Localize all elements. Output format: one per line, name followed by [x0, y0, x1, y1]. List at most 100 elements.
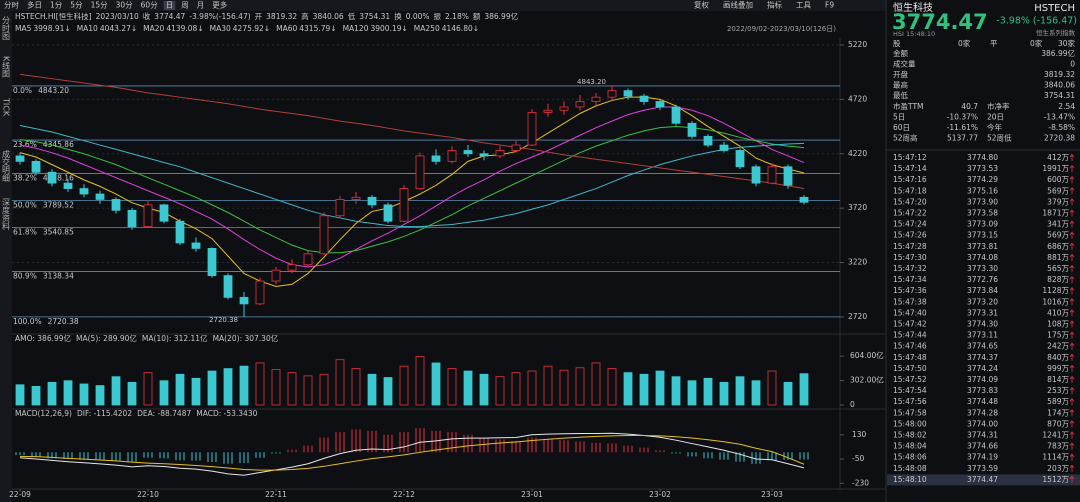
fib-label: 80.9% — [13, 271, 37, 280]
y-tick-label: 4220 — [848, 149, 867, 158]
side-tab[interactable]: TICK — [2, 97, 11, 117]
volume-bar — [111, 376, 121, 406]
volume-bar — [63, 380, 73, 406]
y-tick-label: 4720 — [848, 94, 867, 103]
trade-price: 3775.16 — [967, 186, 998, 195]
ma-legend-name: MA5 — [15, 24, 32, 33]
info-item: 2023/03/10 — [96, 12, 139, 21]
fib-label: 38.2% — [13, 174, 37, 183]
volume-bar — [239, 365, 249, 406]
side-tab[interactable]: 深度资料 — [2, 198, 11, 231]
y-tick-label: 3220 — [848, 258, 867, 267]
side-tab[interactable]: K线图 — [2, 56, 11, 78]
trade-price: 3774.29 — [967, 175, 998, 184]
trade-time: 15:47:36 — [893, 286, 927, 295]
x-tick-label: 22-11 — [265, 490, 287, 499]
x-tick-label: 22-12 — [393, 490, 415, 499]
fib-label: 100.0% — [13, 317, 42, 326]
ma-legend-value: 4139.08↓ — [166, 24, 203, 33]
ma-legend-name: MA60 — [276, 24, 297, 33]
toolbar-button[interactable]: 工具 — [796, 1, 811, 10]
trade-volume: 686万 — [1047, 242, 1069, 251]
candle-body — [783, 166, 793, 186]
trade-arrow — [1069, 475, 1075, 483]
toolbar-button[interactable]: 1分 — [50, 1, 63, 10]
info-item: 386.99亿 — [484, 11, 518, 21]
volume-bar — [175, 373, 185, 406]
candle-body — [143, 204, 153, 228]
toolbar-button[interactable]: 60分 — [141, 1, 159, 10]
volume-bar — [671, 376, 681, 406]
candle-body — [511, 144, 521, 151]
toolbar-button[interactable]: 指标 — [767, 0, 782, 10]
volume-bar — [575, 367, 585, 406]
trade-arrow — [1069, 275, 1075, 284]
trade-volume: 1871万 — [1042, 209, 1069, 218]
trade-time: 15:47:46 — [893, 342, 927, 351]
toolbar-button[interactable]: 多日 — [27, 0, 42, 10]
trade-price: 3774.30 — [967, 320, 998, 329]
trade-volume: 840万 — [1047, 353, 1069, 362]
side-tab[interactable]: 分时图 — [2, 16, 11, 41]
trade-time: 15:47:14 — [893, 164, 927, 173]
candle-body — [207, 248, 217, 277]
trade-arrow — [1069, 431, 1075, 439]
candle-body — [735, 150, 745, 168]
toolbar-button[interactable]: 周 — [181, 1, 189, 10]
candle-body — [15, 155, 25, 162]
trade-price: 3774.31 — [967, 431, 998, 440]
trade-price: 3774.47 — [967, 475, 998, 484]
trade-time: 15:47:26 — [893, 231, 927, 240]
candle-body — [159, 204, 169, 222]
trade-price: 3773.84 — [967, 286, 998, 295]
toolbar-active — [163, 1, 176, 10]
candle-body — [559, 106, 569, 111]
macd-legend: DEA: -88.7487 — [137, 409, 191, 418]
toolbar-button[interactable]: F9 — [825, 1, 834, 10]
volume-bar — [335, 359, 345, 406]
trade-time: 15:47:30 — [893, 253, 927, 262]
trade-volume: 253万 — [1047, 386, 1069, 395]
volume-bar — [415, 356, 425, 406]
volume-legend: AMO: 386.99亿 — [15, 333, 72, 343]
trade-arrow — [1069, 242, 1075, 250]
trade-arrow — [1069, 453, 1075, 461]
y-tick-label: -50 — [852, 454, 864, 463]
quote-price: 3774.47 — [892, 10, 988, 34]
trade-price: 3773.53 — [967, 164, 998, 173]
candle-body — [351, 196, 361, 200]
trade-price: 3773.09 — [967, 220, 998, 229]
info-item: 收 — [143, 11, 151, 21]
toolbar-button[interactable]: 15分 — [91, 1, 109, 10]
toolbar-button[interactable]: 5分 — [70, 1, 83, 10]
trade-price: 3774.65 — [967, 342, 998, 351]
candle-body — [415, 155, 425, 189]
quote-label: 52周低 — [987, 133, 1012, 143]
trade-arrow — [1069, 176, 1075, 184]
candle-body — [383, 204, 393, 222]
info-item: 0.00% — [406, 12, 430, 21]
volume-bar — [623, 372, 633, 406]
toolbar-button[interactable]: 更多 — [212, 0, 227, 10]
trade-volume: 870万 — [1047, 419, 1069, 428]
side-tab[interactable]: 成交明细 — [2, 149, 11, 183]
toolbar-button[interactable]: 复权 — [694, 0, 709, 10]
toolbar-button[interactable]: 日 — [166, 1, 174, 10]
fib-value: 4038.16 — [43, 174, 74, 183]
ma-line — [19, 126, 805, 254]
toolbar-button[interactable]: 分时 — [4, 0, 19, 10]
trade-arrow — [1069, 309, 1075, 317]
info-item: 开 — [255, 12, 263, 21]
toolbar-button[interactable]: 30分 — [116, 1, 134, 10]
trade-arrow — [1069, 287, 1075, 295]
trade-time: 15:47:12 — [893, 153, 927, 162]
candle-body — [63, 182, 73, 189]
trade-arrow — [1069, 386, 1075, 395]
trade-arrow — [1069, 220, 1075, 228]
toolbar-button[interactable]: 月 — [197, 1, 205, 10]
toolbar-button[interactable]: 画线叠加 — [723, 0, 753, 10]
volume-bar — [31, 385, 41, 406]
volume-bar — [639, 373, 649, 406]
trade-arrow — [1069, 298, 1075, 306]
